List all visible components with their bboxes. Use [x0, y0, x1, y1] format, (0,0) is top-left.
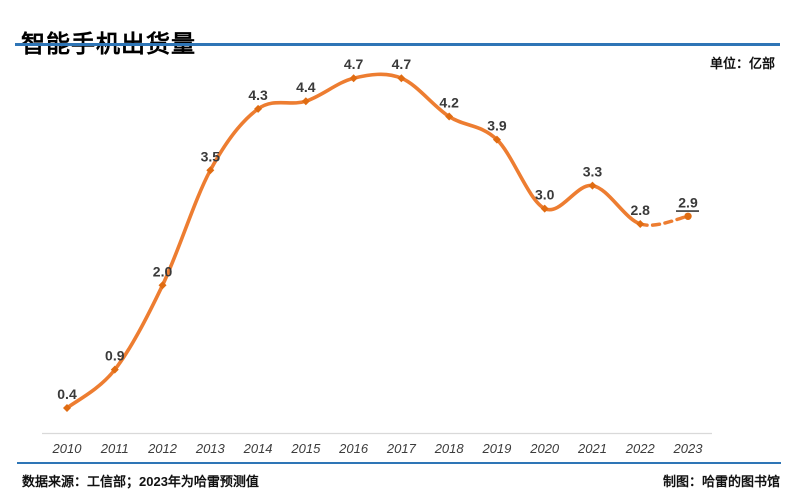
data-point-marker — [540, 204, 549, 213]
data-point-marker — [397, 74, 406, 83]
footer-divider — [17, 462, 781, 464]
data-point-marker — [445, 112, 454, 121]
x-axis-tick-label: 2013 — [195, 441, 226, 456]
data-point-marker — [301, 97, 310, 106]
data-point-label: 0.9 — [105, 348, 125, 364]
data-point-marker — [158, 281, 167, 290]
data-point-marker — [349, 74, 358, 83]
x-axis-tick-label: 2018 — [434, 441, 465, 456]
x-axis-tick-label: 2011 — [100, 441, 129, 456]
data-point-marker — [110, 365, 119, 374]
data-point-label: 2.9 — [678, 194, 698, 210]
data-point-marker — [492, 135, 501, 144]
data-point-label: 3.9 — [487, 118, 507, 134]
x-axis-tick-label: 2016 — [338, 441, 369, 456]
x-axis-tick-label: 2019 — [481, 441, 511, 456]
data-point-label: 4.2 — [439, 95, 459, 111]
data-point-label: 0.4 — [57, 386, 77, 402]
data-point-label: 3.3 — [583, 164, 603, 180]
data-point-label: 4.3 — [248, 87, 268, 103]
data-point-marker — [254, 104, 263, 113]
x-axis-tick-label: 2021 — [577, 441, 607, 456]
unit-label: 单位：亿部 — [709, 56, 775, 71]
title-divider — [15, 43, 780, 46]
data-point-label: 2.8 — [631, 202, 651, 218]
data-point-marker — [206, 166, 215, 175]
x-axis-tick-label: 2015 — [290, 441, 321, 456]
data-point-label: 4.4 — [296, 79, 316, 95]
data-point-marker — [588, 181, 597, 190]
data-point-label: 3.0 — [535, 187, 555, 203]
line-series-forecast-dashed — [638, 214, 690, 227]
x-axis-tick-label: 2022 — [625, 441, 656, 456]
x-axis-tick-label: 2020 — [529, 441, 560, 456]
line-series-solid — [65, 72, 642, 410]
data-point-label: 2.0 — [153, 263, 173, 279]
x-axis-tick-label: 2010 — [52, 441, 83, 456]
x-axis-tick-label: 2014 — [243, 441, 273, 456]
data-point-label: 4.7 — [392, 56, 412, 72]
data-point-label: 4.7 — [344, 56, 364, 72]
data-point-label: 3.5 — [201, 148, 221, 164]
x-axis-tick-label: 2023 — [673, 441, 704, 456]
x-axis-tick-label: 2017 — [386, 441, 417, 456]
data-point-marker — [684, 212, 692, 220]
credit-note: 制图：哈雷的图书馆 — [662, 474, 780, 489]
data-source-note: 数据来源：工信部；2023年为哈雷预测值 — [22, 474, 259, 489]
data-point-marker — [63, 404, 71, 413]
x-axis-tick-label: 2012 — [147, 441, 178, 456]
data-point-marker — [636, 219, 645, 228]
